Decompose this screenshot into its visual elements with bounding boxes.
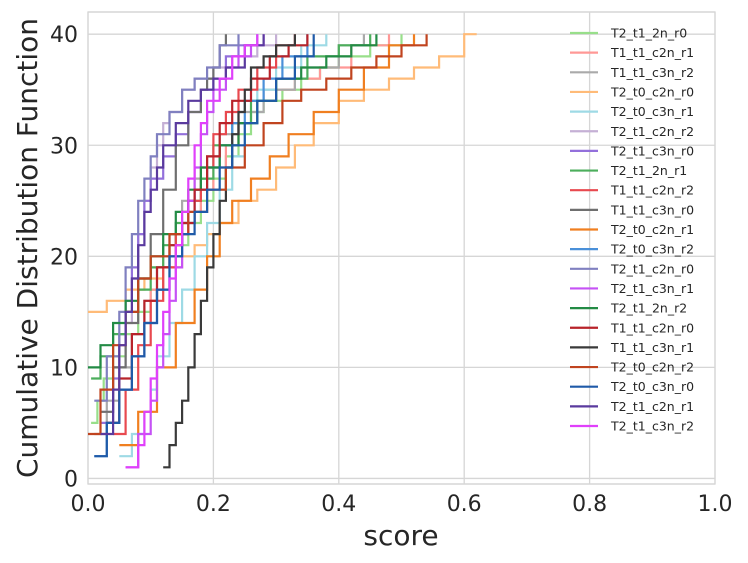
legend-label: T2_t0_c3n_r0 bbox=[610, 379, 694, 394]
legend-label: T2_t1_c3n_r0 bbox=[610, 143, 694, 158]
series-line-T2_t0_c3n_r0 bbox=[94, 34, 315, 458]
series-line-T2_t0_c2n_r1 bbox=[119, 34, 416, 447]
x-tick-label: 0.0 bbox=[71, 492, 106, 517]
legend-label: T2_t0_c2n_r1 bbox=[610, 222, 694, 237]
legend-label: T2_t1_2n_r2 bbox=[610, 301, 687, 316]
series-line-T2_t0_c2n_r0 bbox=[88, 33, 477, 313]
legend-label: T2_t1_2n_r1 bbox=[610, 163, 687, 178]
legend-label: T2_t1_2n_r0 bbox=[610, 26, 687, 41]
legend-label: T2_t0_c2n_r2 bbox=[610, 360, 694, 375]
series-line-T1_t1_c3n_r1 bbox=[163, 34, 296, 469]
legend: T2_t1_2n_r0 T1_t1_c2n_r1 T1_t1_c3n_r2 T2_t0… bbox=[570, 26, 694, 434]
y-tick-label: 20 bbox=[50, 245, 78, 270]
y-tick-label: 10 bbox=[50, 356, 78, 381]
x-tick-label: 0.4 bbox=[321, 492, 356, 517]
legend-label: T1_t1_c3n_r0 bbox=[610, 202, 694, 217]
legend-label: T1_t1_c3n_r2 bbox=[610, 65, 694, 80]
legend-label: T1_t1_c2n_r1 bbox=[610, 45, 694, 60]
legend-label: T2_t1_c2n_r0 bbox=[610, 261, 694, 276]
x-tick-label: 1.0 bbox=[698, 492, 733, 517]
legend-label: T2_t0_c3n_r1 bbox=[610, 104, 694, 119]
legend-label: T2_t1_c2n_r1 bbox=[610, 399, 694, 414]
y-tick-label: 30 bbox=[50, 134, 78, 159]
x-axis-label: score bbox=[363, 519, 438, 552]
y-tick-label: 40 bbox=[50, 23, 78, 48]
legend-label: T2_t0_c3n_r2 bbox=[610, 242, 694, 257]
series-line-T1_t1_c2n_r0 bbox=[106, 34, 309, 424]
legend-label: T2_t1_c2n_r2 bbox=[610, 124, 694, 139]
series-line-T2_t1_c2n_r0 bbox=[94, 34, 240, 402]
y-tick-label: 0 bbox=[64, 467, 78, 492]
legend-label: T2_t1_c3n_r2 bbox=[610, 419, 694, 434]
y-tick-labels: 0 10 20 30 40 bbox=[50, 23, 78, 492]
legend-label: T2_t1_c3n_r1 bbox=[610, 281, 694, 296]
legend-label: T1_t1_c3n_r1 bbox=[610, 340, 694, 355]
legend-label: T1_t1_c2n_r2 bbox=[610, 183, 694, 198]
x-tick-labels: 0.0 0.2 0.4 0.6 0.8 1.0 bbox=[71, 492, 733, 517]
legend-label: T2_t0_c2n_r0 bbox=[610, 84, 694, 99]
y-axis-label: Cumulative Distribution Function bbox=[11, 18, 44, 478]
series-line-T2_t1_c3n_r2 bbox=[125, 34, 259, 469]
series-line-T1_t1_c2n_r2 bbox=[113, 34, 296, 436]
x-tick-label: 0.8 bbox=[572, 492, 607, 517]
x-tick-label: 0.2 bbox=[196, 492, 231, 517]
series-layer bbox=[88, 33, 477, 469]
x-tick-label: 0.6 bbox=[447, 492, 482, 517]
legend-label: T1_t1_c2n_r0 bbox=[610, 320, 694, 335]
